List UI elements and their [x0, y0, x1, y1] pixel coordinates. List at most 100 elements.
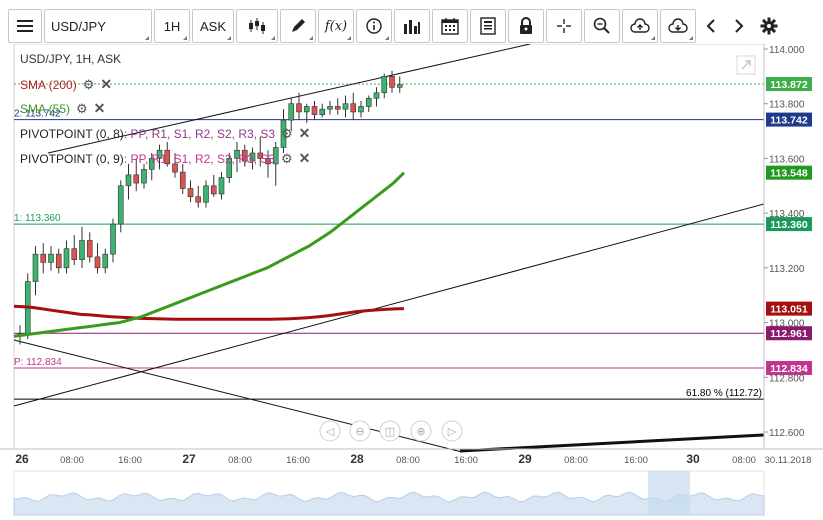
candle-body [187, 188, 194, 198]
indicators-button[interactable]: f(x) [318, 9, 354, 43]
pivot2-settings-icon[interactable]: ⚙ [281, 150, 293, 166]
sma200-label: SMA (200) [20, 77, 77, 92]
candle-body [32, 253, 39, 282]
scroll-right-button[interactable] [726, 9, 752, 43]
settings-button[interactable] [754, 9, 784, 43]
price-tag-label: 113.548 [770, 168, 808, 180]
navigator-area [13, 491, 765, 516]
lock-button[interactable] [508, 9, 544, 43]
scroll-left-button[interactable] [698, 9, 724, 43]
sma55-settings-icon[interactable]: ⚙ [76, 100, 88, 116]
candle-body [110, 223, 116, 255]
candle-body [226, 158, 233, 178]
gear-icon [760, 17, 778, 35]
trendline-upper [47, 44, 531, 154]
download-button[interactable] [660, 9, 696, 43]
candle-body [265, 158, 271, 165]
x-tick-label: 27 [182, 452, 196, 466]
chevron-left-icon [706, 19, 715, 33]
hamburger-icon [17, 20, 33, 32]
news-button[interactable] [470, 9, 506, 43]
nav-rewind-button[interactable] [319, 420, 341, 442]
candle-body [102, 253, 109, 269]
zoom-button[interactable] [584, 9, 620, 43]
candle-body [234, 149, 240, 159]
sma200-legend: SMA (200) ⚙ ✕ [20, 76, 112, 93]
level-label: 61.80 % (112.72) [686, 388, 762, 399]
y-tick-label: 113.000 [769, 319, 805, 330]
sma200-line [13, 304, 405, 321]
nav-zoom-in-button[interactable] [410, 420, 432, 442]
price-tag [766, 326, 812, 341]
navigator-window[interactable] [648, 471, 690, 515]
pivot1-label: PIVOTPOINT (0, 8) [20, 126, 124, 141]
x-tick-label: 26 [15, 452, 29, 466]
draw-tools-button[interactable] [280, 9, 316, 43]
pivot2-label: PIVOTPOINT (0, 9) [20, 151, 124, 166]
candle-body [117, 185, 124, 225]
candle-body [319, 108, 326, 115]
sma55-remove-icon[interactable]: ✕ [93, 100, 106, 116]
bar-chart-icon [404, 20, 420, 34]
candle-body [79, 240, 85, 260]
price-tag-label: 113.872 [770, 79, 808, 91]
candle-body [71, 248, 78, 260]
candle-body [241, 149, 248, 162]
candle-body [203, 185, 209, 203]
candle-body [218, 177, 225, 195]
chart-toolbar: USD/JPY 1H ASK f(x) [8, 8, 823, 44]
nav-zoom-out-button[interactable] [349, 420, 371, 442]
y-tick-label: 112.800 [769, 373, 805, 384]
candle-body [296, 103, 302, 113]
candle-body [141, 169, 147, 184]
pivot1-settings-icon[interactable]: ⚙ [281, 125, 293, 141]
price-tag [766, 165, 812, 180]
timeframe-select[interactable]: 1H [154, 9, 190, 43]
sma55-label: SMA (55) [20, 101, 71, 116]
candle-body [280, 119, 287, 148]
expand-icon [741, 60, 751, 70]
volume-button[interactable] [394, 9, 430, 43]
chevron-right-icon [735, 19, 744, 33]
calendar-icon [441, 18, 459, 35]
cloud-upload-icon [630, 18, 650, 33]
candle-body [373, 92, 380, 99]
crosshair-button[interactable] [546, 9, 582, 43]
price-tag [766, 360, 812, 375]
pivot2-legend: PIVOTPOINT (0, 9) : PP, R1, S1, R2, S2, … [20, 150, 310, 167]
pivot1-remove-icon[interactable]: ✕ [298, 125, 311, 141]
symbol-select[interactable]: USD/JPY [44, 9, 152, 43]
price-type-text: ASK [199, 18, 226, 34]
upload-button[interactable] [622, 9, 658, 43]
menu-button[interactable] [8, 9, 42, 43]
candle-body [172, 163, 178, 173]
nav-rewind-icon: ◁ [326, 425, 335, 438]
candle-body [334, 106, 341, 110]
candle-body [164, 149, 171, 165]
sma200-settings-icon[interactable]: ⚙ [82, 76, 95, 92]
price-tag [766, 301, 812, 316]
pivot2-remove-icon[interactable]: ✕ [298, 150, 311, 166]
lock-icon [520, 17, 532, 34]
y-tick-label: 113.600 [769, 154, 805, 165]
y-tick-label: 112.600 [769, 428, 805, 439]
timeframe-text: 1H [163, 18, 181, 34]
candle-body [257, 152, 264, 159]
price-type-select[interactable]: ASK [192, 9, 234, 43]
info-button[interactable] [356, 9, 392, 43]
candle-body [48, 253, 54, 263]
price-chart[interactable]: 2: 113.742 1: 113.360 P: 112.834 61.80 % (1… [0, 44, 823, 520]
candle-body [40, 253, 47, 263]
nav-reset-button[interactable] [379, 420, 401, 442]
x-tick-label: 30.11.2018 [765, 455, 812, 466]
x-tick-label: 16:00 [624, 455, 648, 466]
chart-area[interactable]: 2: 113.742 1: 113.360 P: 112.834 61.80 % (1… [0, 44, 823, 520]
sma200-remove-icon[interactable]: ✕ [100, 76, 113, 92]
nav-reset-icon: ◫ [385, 425, 395, 438]
nav-forward-button[interactable] [441, 420, 463, 442]
trendline-bold [459, 433, 765, 453]
candle-body [358, 106, 364, 113]
calendar-button[interactable] [432, 9, 468, 43]
chart-type-button[interactable] [236, 9, 278, 43]
x-tick-label: 16:00 [118, 455, 142, 466]
